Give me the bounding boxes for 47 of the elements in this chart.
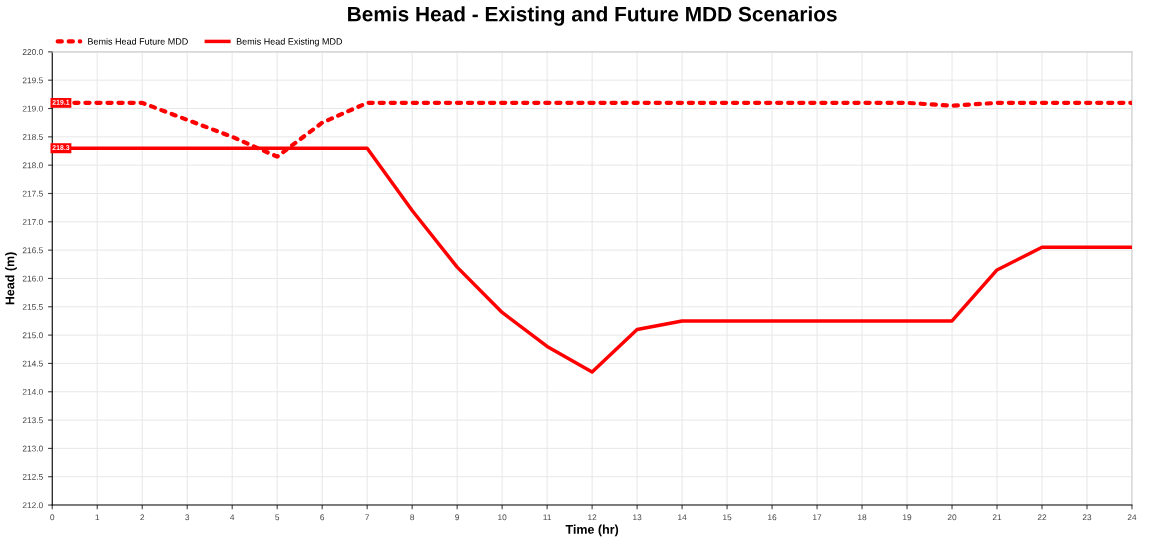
- x-tick-label: 19: [903, 514, 912, 521]
- text: 214.0: [22, 388, 43, 395]
- x-tick-label: 21: [992, 514, 1002, 521]
- x-tick-label: 0: [50, 514, 55, 521]
- x-tick-label: 14: [678, 514, 687, 521]
- x-tick-label: 15: [723, 514, 732, 521]
- x-tick-label: 17: [813, 514, 822, 521]
- x-tick-label: 4: [230, 514, 235, 521]
- text: 213.0: [22, 445, 43, 452]
- x-tick-label: 10: [498, 514, 507, 521]
- x-tick-label: 9: [455, 514, 460, 521]
- x-tick-label: 8: [410, 514, 415, 521]
- text: 218.0: [22, 162, 43, 169]
- x-tick-label: 12: [588, 514, 597, 521]
- text: 216.5: [22, 247, 43, 254]
- x-tick-label: 3: [185, 514, 190, 521]
- chart-title: Bemis Head - Existing and Future MDD Scenarios: [348, 6, 837, 26]
- x-tick-label: 18: [858, 514, 867, 521]
- text: 219.5: [22, 77, 43, 84]
- x-tick-label: 6: [320, 514, 325, 521]
- text: 213.5: [22, 417, 43, 424]
- text: 215.0: [22, 332, 43, 339]
- x-tick-label: 1: [95, 514, 100, 521]
- x-tick-label: 7: [365, 514, 370, 521]
- text: 216.0: [22, 275, 43, 282]
- x-axis-title: Time (hr): [565, 524, 619, 537]
- text: 214.5: [22, 360, 43, 367]
- x-tick-label: 5: [275, 514, 280, 521]
- legend-label: Bemis Head Existing MDD: [236, 38, 343, 47]
- x-tick-label: 22: [1037, 514, 1047, 521]
- text: 217.5: [22, 190, 43, 197]
- legend-label: Bemis Head Future MDD: [88, 38, 188, 45]
- text: 215.5: [22, 303, 43, 310]
- text: 217.0: [22, 219, 43, 225]
- text: 219.0: [22, 105, 43, 112]
- x-tick-label: 23: [1082, 514, 1092, 521]
- text: 218.5: [22, 134, 43, 140]
- text: 212.5: [22, 473, 43, 480]
- x-tick-label: 2: [140, 514, 145, 521]
- x-tick-label: 24: [1127, 514, 1137, 521]
- x-tick-label: 11: [543, 514, 552, 521]
- x-tick-label: 13: [633, 514, 642, 521]
- x-tick-label: 16: [768, 514, 777, 521]
- text: 212.0: [22, 502, 43, 509]
- text: 220.0: [22, 49, 43, 55]
- y-axis-title: Head (m): [5, 252, 17, 305]
- x-tick-label: 20: [947, 514, 957, 521]
